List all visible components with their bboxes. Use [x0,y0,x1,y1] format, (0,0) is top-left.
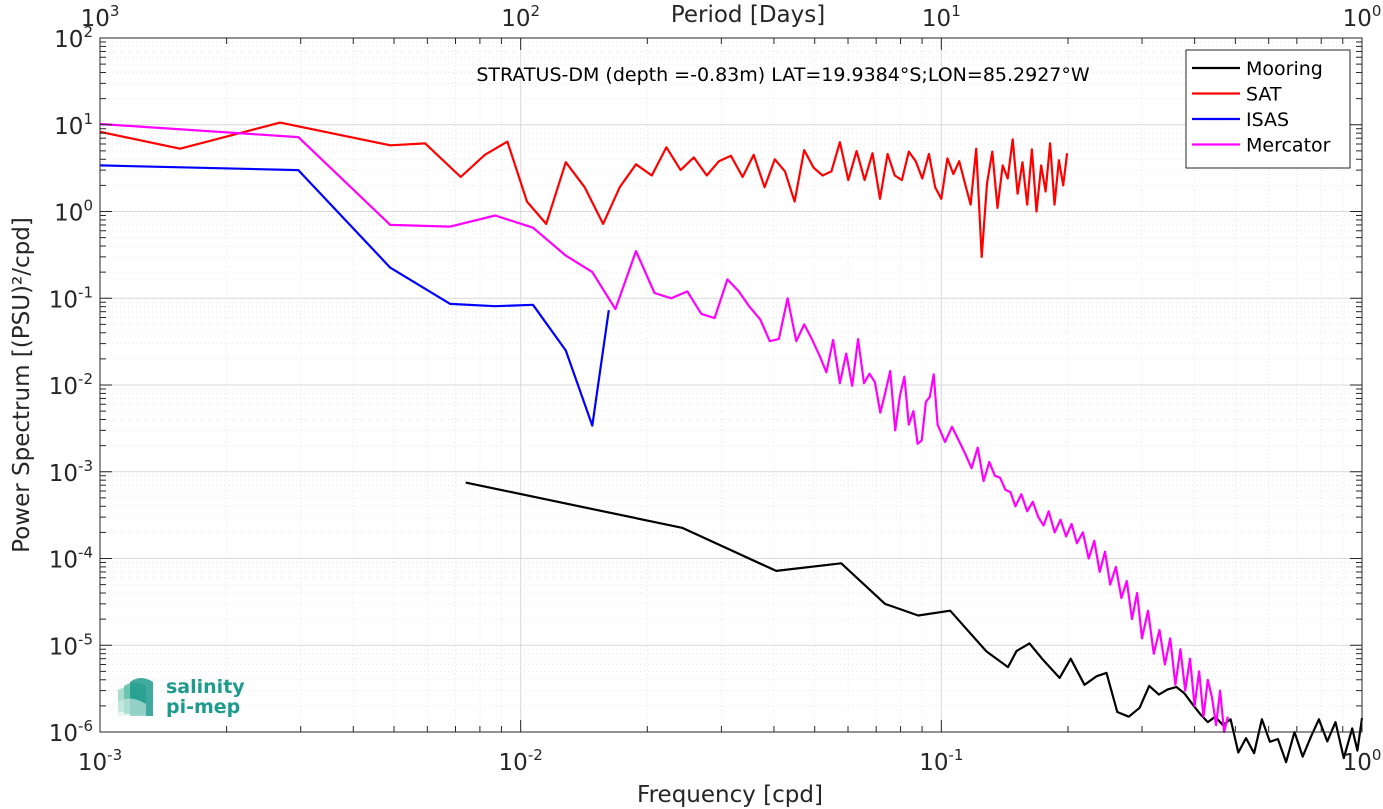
y-axis-title: Power Spectrum [(PSU)²/cpd] [9,217,35,553]
station-annotation: STRATUS-DM (depth =-0.83m) LAT=19.9384°S… [476,64,1090,86]
x-tick-label: 100 [1343,746,1382,776]
top-tick-label: 102 [501,2,540,32]
y-tick-label: 10-6 [49,717,93,747]
y-tick-label: 10-4 [49,544,93,574]
y-tick-label: 101 [54,110,93,140]
series-line-sat [99,121,1069,258]
y-tick-label: 10-1 [49,283,93,313]
ticks [99,38,1362,733]
series-line-mooring [465,481,1364,764]
x-axis-title: Frequency [cpd] [637,782,823,808]
logo-text-pi-mep: pi-mep [166,696,240,718]
legend-label-mercator: Mercator [1246,135,1331,157]
y-tick-label: 10-5 [49,630,93,660]
logo-text-salinity: salinity [166,676,245,698]
salinity-pi-mep-logo: salinity pi-mep [118,676,245,718]
top-tick-label: 101 [922,2,961,32]
top-tick-label: 103 [81,2,120,32]
grid [99,38,1362,733]
legend-label-isas: ISAS [1246,109,1289,131]
series-line-mercator [99,122,1229,734]
x-tick-label: 10-3 [78,746,122,776]
legend: Mooring SAT ISAS Mercator [1185,49,1351,169]
y-tick-label: 100 [54,197,93,227]
logo-mark-icon [118,678,153,716]
y-tick-label: 102 [54,23,93,53]
top-axis-title: Period [Days] [671,2,825,28]
y-tick-label: 10-2 [49,370,93,400]
legend-box [1185,49,1351,169]
y-tick-label: 10-3 [49,457,93,487]
top-tick-label: 100 [1343,2,1382,32]
series-line-isas [99,164,610,427]
legend-label-mooring: Mooring [1246,58,1323,80]
legend-label-sat: SAT [1246,84,1282,106]
x-tick-label: 10-1 [919,746,963,776]
series-layer [99,121,1364,764]
x-tick-label: 10-2 [499,746,543,776]
